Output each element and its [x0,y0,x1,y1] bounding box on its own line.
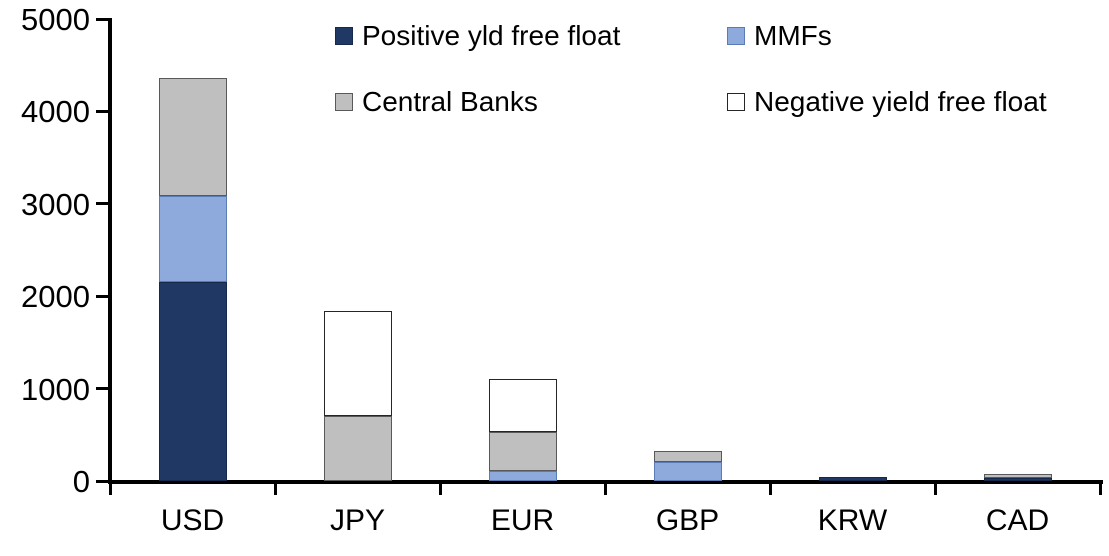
bar-segment-eur [488,470,557,481]
bar-segment-gbp [653,461,722,481]
y-tick-label: 5000 [21,2,90,37]
y-tick-label: 1000 [21,371,90,407]
y-axis-tick [96,202,110,206]
bar-segment-cad [983,477,1052,481]
y-axis-tick [96,17,110,21]
x-axis-tick [273,480,277,495]
x-axis-label-krw: KRW [817,504,888,537]
bar-segment-usd [158,78,227,197]
x-axis-tick [438,480,442,495]
bar-segment-cad [983,474,1052,478]
bar-segment-jpy [323,310,392,417]
bar-segment-gbp [653,450,722,462]
bar-segment-jpy [323,416,392,481]
legend-item-negative-yield-free-float: Negative yield free float [727,88,1047,116]
bar-segment-eur [488,379,557,433]
bar-segment-usd [158,196,227,283]
x-axis-tick [768,480,772,495]
y-tick-label: 2000 [21,279,90,315]
y-axis-tick [96,479,110,483]
x-axis-tick [108,480,112,495]
x-axis-label-cad: CAD [985,504,1050,537]
y-axis-tick [96,109,110,113]
y-tick-label: 4000 [21,94,90,130]
x-axis-tick [933,480,937,495]
legend-swatch-negative-yield-free-float [727,93,745,111]
x-axis-tick [603,480,607,495]
legend-label: Central Banks [362,86,538,117]
bar-segment-eur [488,432,557,471]
legend-swatch-central-banks [335,93,353,111]
legend-swatch-positive-yld-free-float [335,27,353,45]
legend-item-mmfs: MMFs [727,22,832,50]
y-tick-label: 0 [72,464,90,499]
legend-item-central-banks: Central Banks [335,88,538,116]
y-axis-line [108,18,112,484]
legend-label: Positive yld free float [362,20,621,51]
x-axis-label-usd: USD [160,504,225,537]
legend-item-positive-yld-free-float: Positive yld free float [335,22,620,50]
x-axis-label-jpy: JPY [329,504,386,537]
y-tick-label: 3000 [21,186,90,222]
legend-label: Negative yield free float [754,86,1047,117]
x-axis-label-eur: EUR [490,504,555,537]
bar-segment-krw [818,476,887,481]
y-axis-tick [96,294,110,298]
x-axis-tick [1098,480,1102,495]
legend-label: MMFs [754,20,832,51]
legend-swatch-mmfs [727,27,745,45]
bar-segment-usd [158,282,227,481]
x-axis-label-gbp: GBP [655,504,720,537]
y-axis-tick [96,387,110,391]
